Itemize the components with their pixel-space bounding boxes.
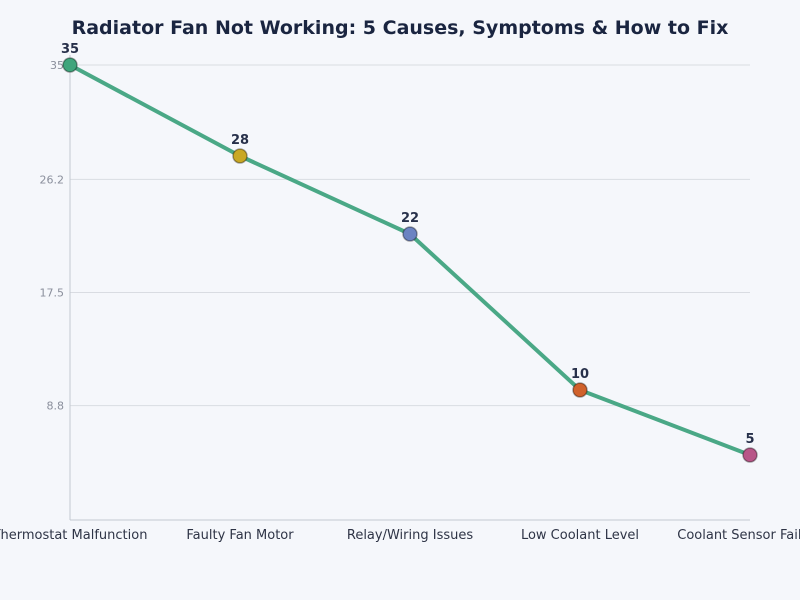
x-tick-label: Relay/Wiring Issues: [347, 528, 473, 543]
data-point: [402, 226, 418, 242]
y-tick-label: 35: [50, 59, 64, 72]
data-label: 10: [571, 367, 589, 382]
y-tick-label: 26.2: [40, 173, 65, 186]
y-tick-label: 8.8: [47, 400, 65, 413]
data-label: 28: [231, 133, 249, 148]
x-tick-label: Faulty Fan Motor: [186, 528, 294, 543]
data-label: 35: [61, 42, 79, 57]
data-point: [742, 447, 758, 463]
x-tick-label: Low Coolant Level: [521, 528, 639, 543]
data-label: 22: [401, 211, 419, 226]
data-point: [572, 382, 588, 398]
x-tick-label: Coolant Sensor Failure: [677, 528, 800, 543]
series-line: [69, 63, 751, 457]
data-label: 5: [745, 432, 754, 447]
chart-title: Radiator Fan Not Working: 5 Causes, Symp…: [72, 17, 729, 39]
data-point: [62, 57, 78, 73]
x-tick-label: Thermostat Malfunction: [0, 528, 147, 543]
y-tick-label: 17.5: [40, 287, 65, 300]
data-point: [232, 148, 248, 164]
